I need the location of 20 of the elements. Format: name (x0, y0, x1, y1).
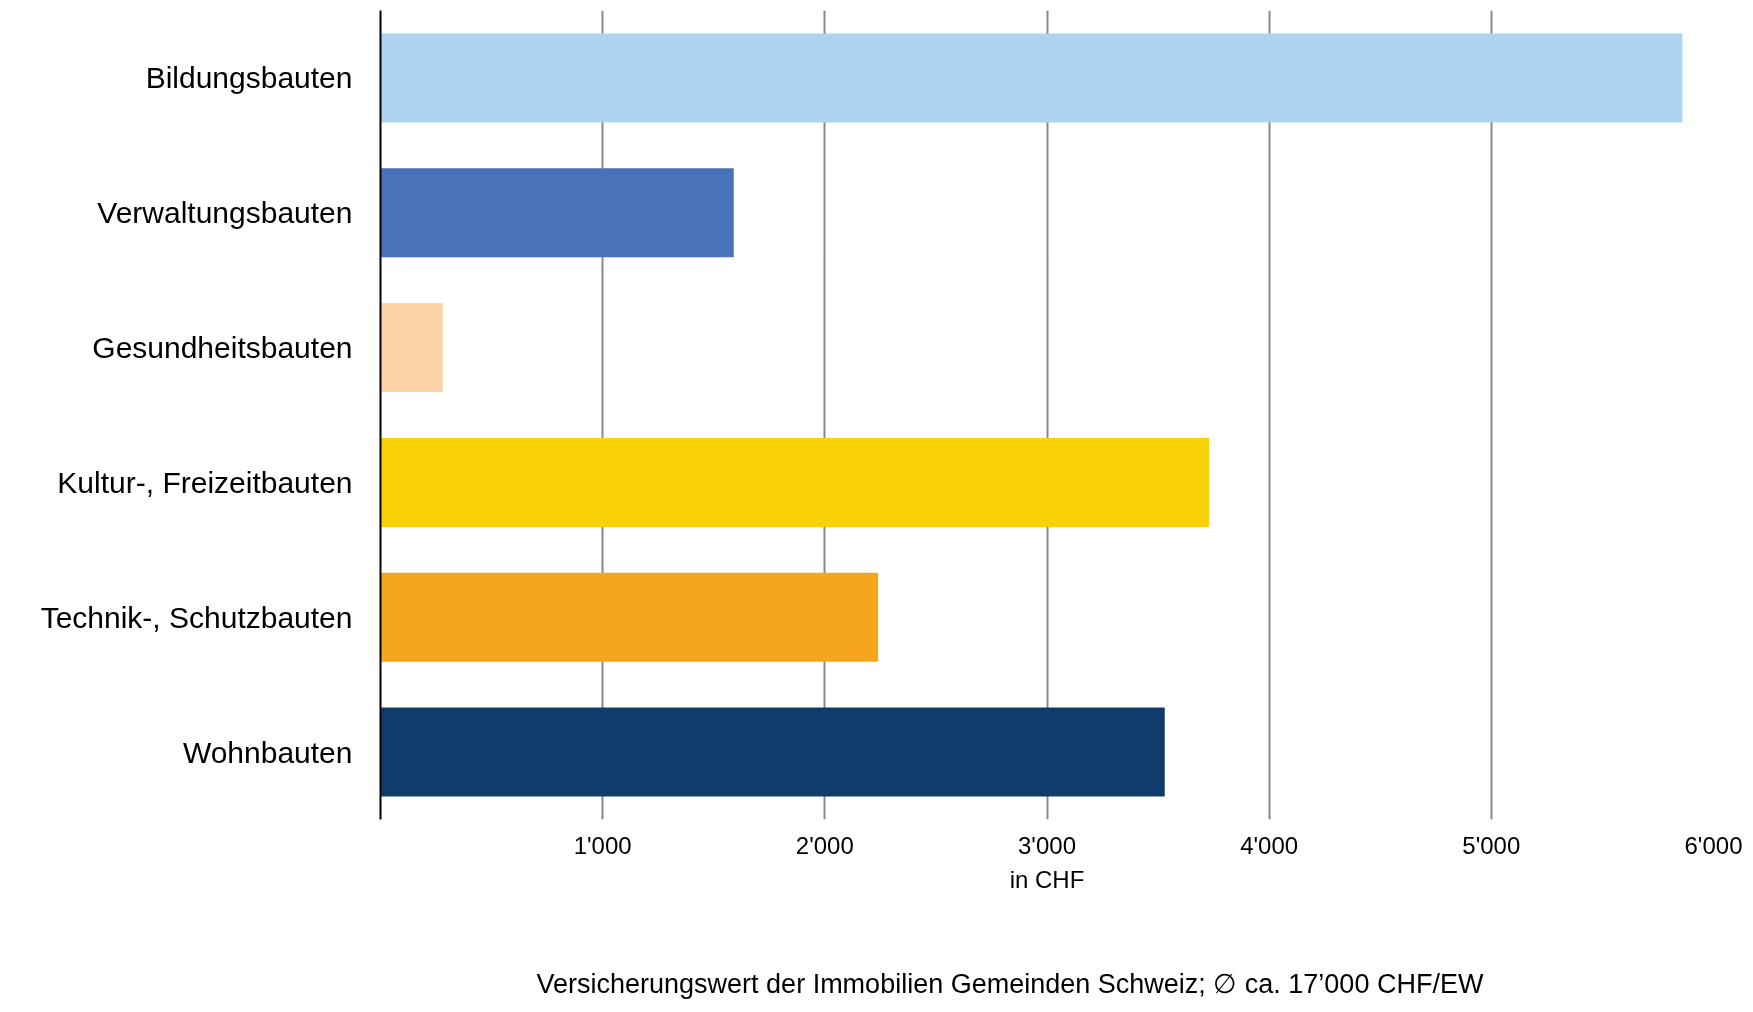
x-tick-label: 2'000 (795, 831, 854, 859)
x-axis-title: in CHF (1009, 865, 1085, 893)
x-tick-label: 5'000 (1462, 831, 1521, 859)
bar (380, 303, 443, 393)
x-tick-label: 4'000 (1240, 831, 1299, 859)
bar (380, 33, 1683, 123)
y-tick-label: Kultur-, Freizeitbauten (57, 465, 353, 499)
y-tick-label: Verwaltungsbauten (97, 196, 353, 230)
x-tick-label: 6'000 (1684, 831, 1743, 859)
y-tick-label: Technik-, Schutzbauten (40, 600, 353, 634)
y-tick-label: Gesundheitsbauten (92, 331, 353, 365)
bar (380, 168, 734, 258)
x-tick-label: 1'000 (573, 831, 632, 859)
y-tick-label: Wohnbauten (182, 735, 353, 769)
bar (380, 572, 879, 662)
bar (380, 437, 1210, 527)
bar (380, 707, 1165, 797)
text: Versicherungswert der Immobilien Gemeinden Schweiz; ∅ ca. 17’000 CHF/EW (536, 968, 1484, 999)
x-tick-label: 3'000 (1018, 831, 1076, 859)
y-tick-label: Bildungsbauten (145, 61, 353, 95)
